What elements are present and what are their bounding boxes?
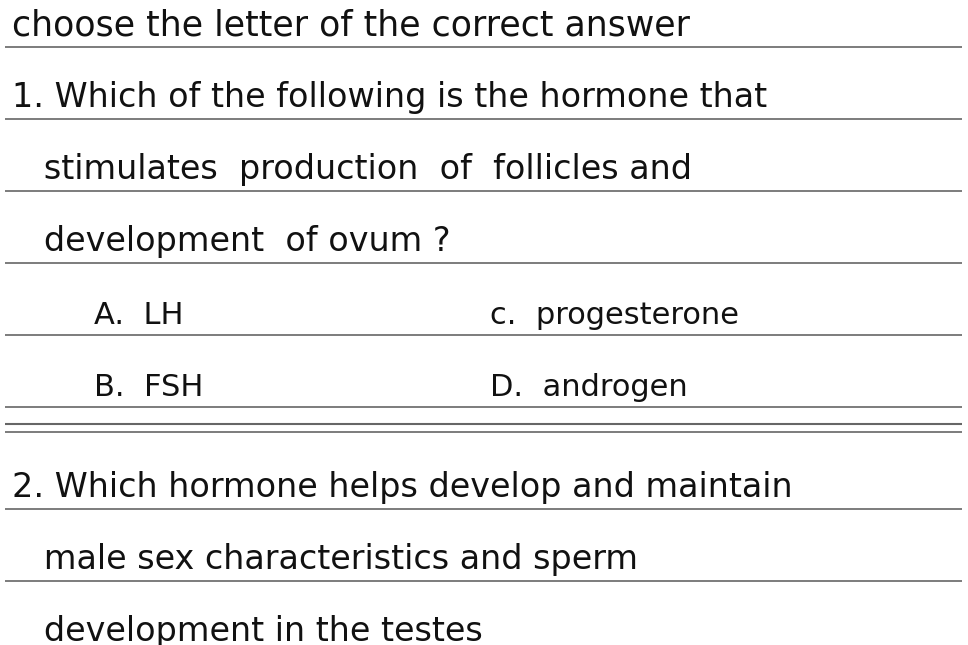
- Text: development  of ovum ?: development of ovum ?: [12, 225, 451, 258]
- Text: B.  FSH: B. FSH: [55, 373, 203, 402]
- Text: choose the letter of the correct answer: choose the letter of the correct answer: [12, 8, 690, 42]
- Text: male sex characteristics and sperm: male sex characteristics and sperm: [12, 543, 638, 576]
- Text: c.  progesterone: c. progesterone: [490, 301, 739, 330]
- Text: development in the testes: development in the testes: [12, 615, 483, 645]
- Text: 2. Which hormone helps develop and maintain: 2. Which hormone helps develop and maint…: [12, 471, 793, 504]
- Text: A.  LH: A. LH: [55, 301, 184, 330]
- Text: D.  androgen: D. androgen: [490, 373, 687, 402]
- Text: 1. Which of the following is the hormone that: 1. Which of the following is the hormone…: [12, 81, 767, 114]
- Text: stimulates  production  of  follicles and: stimulates production of follicles and: [12, 153, 692, 186]
